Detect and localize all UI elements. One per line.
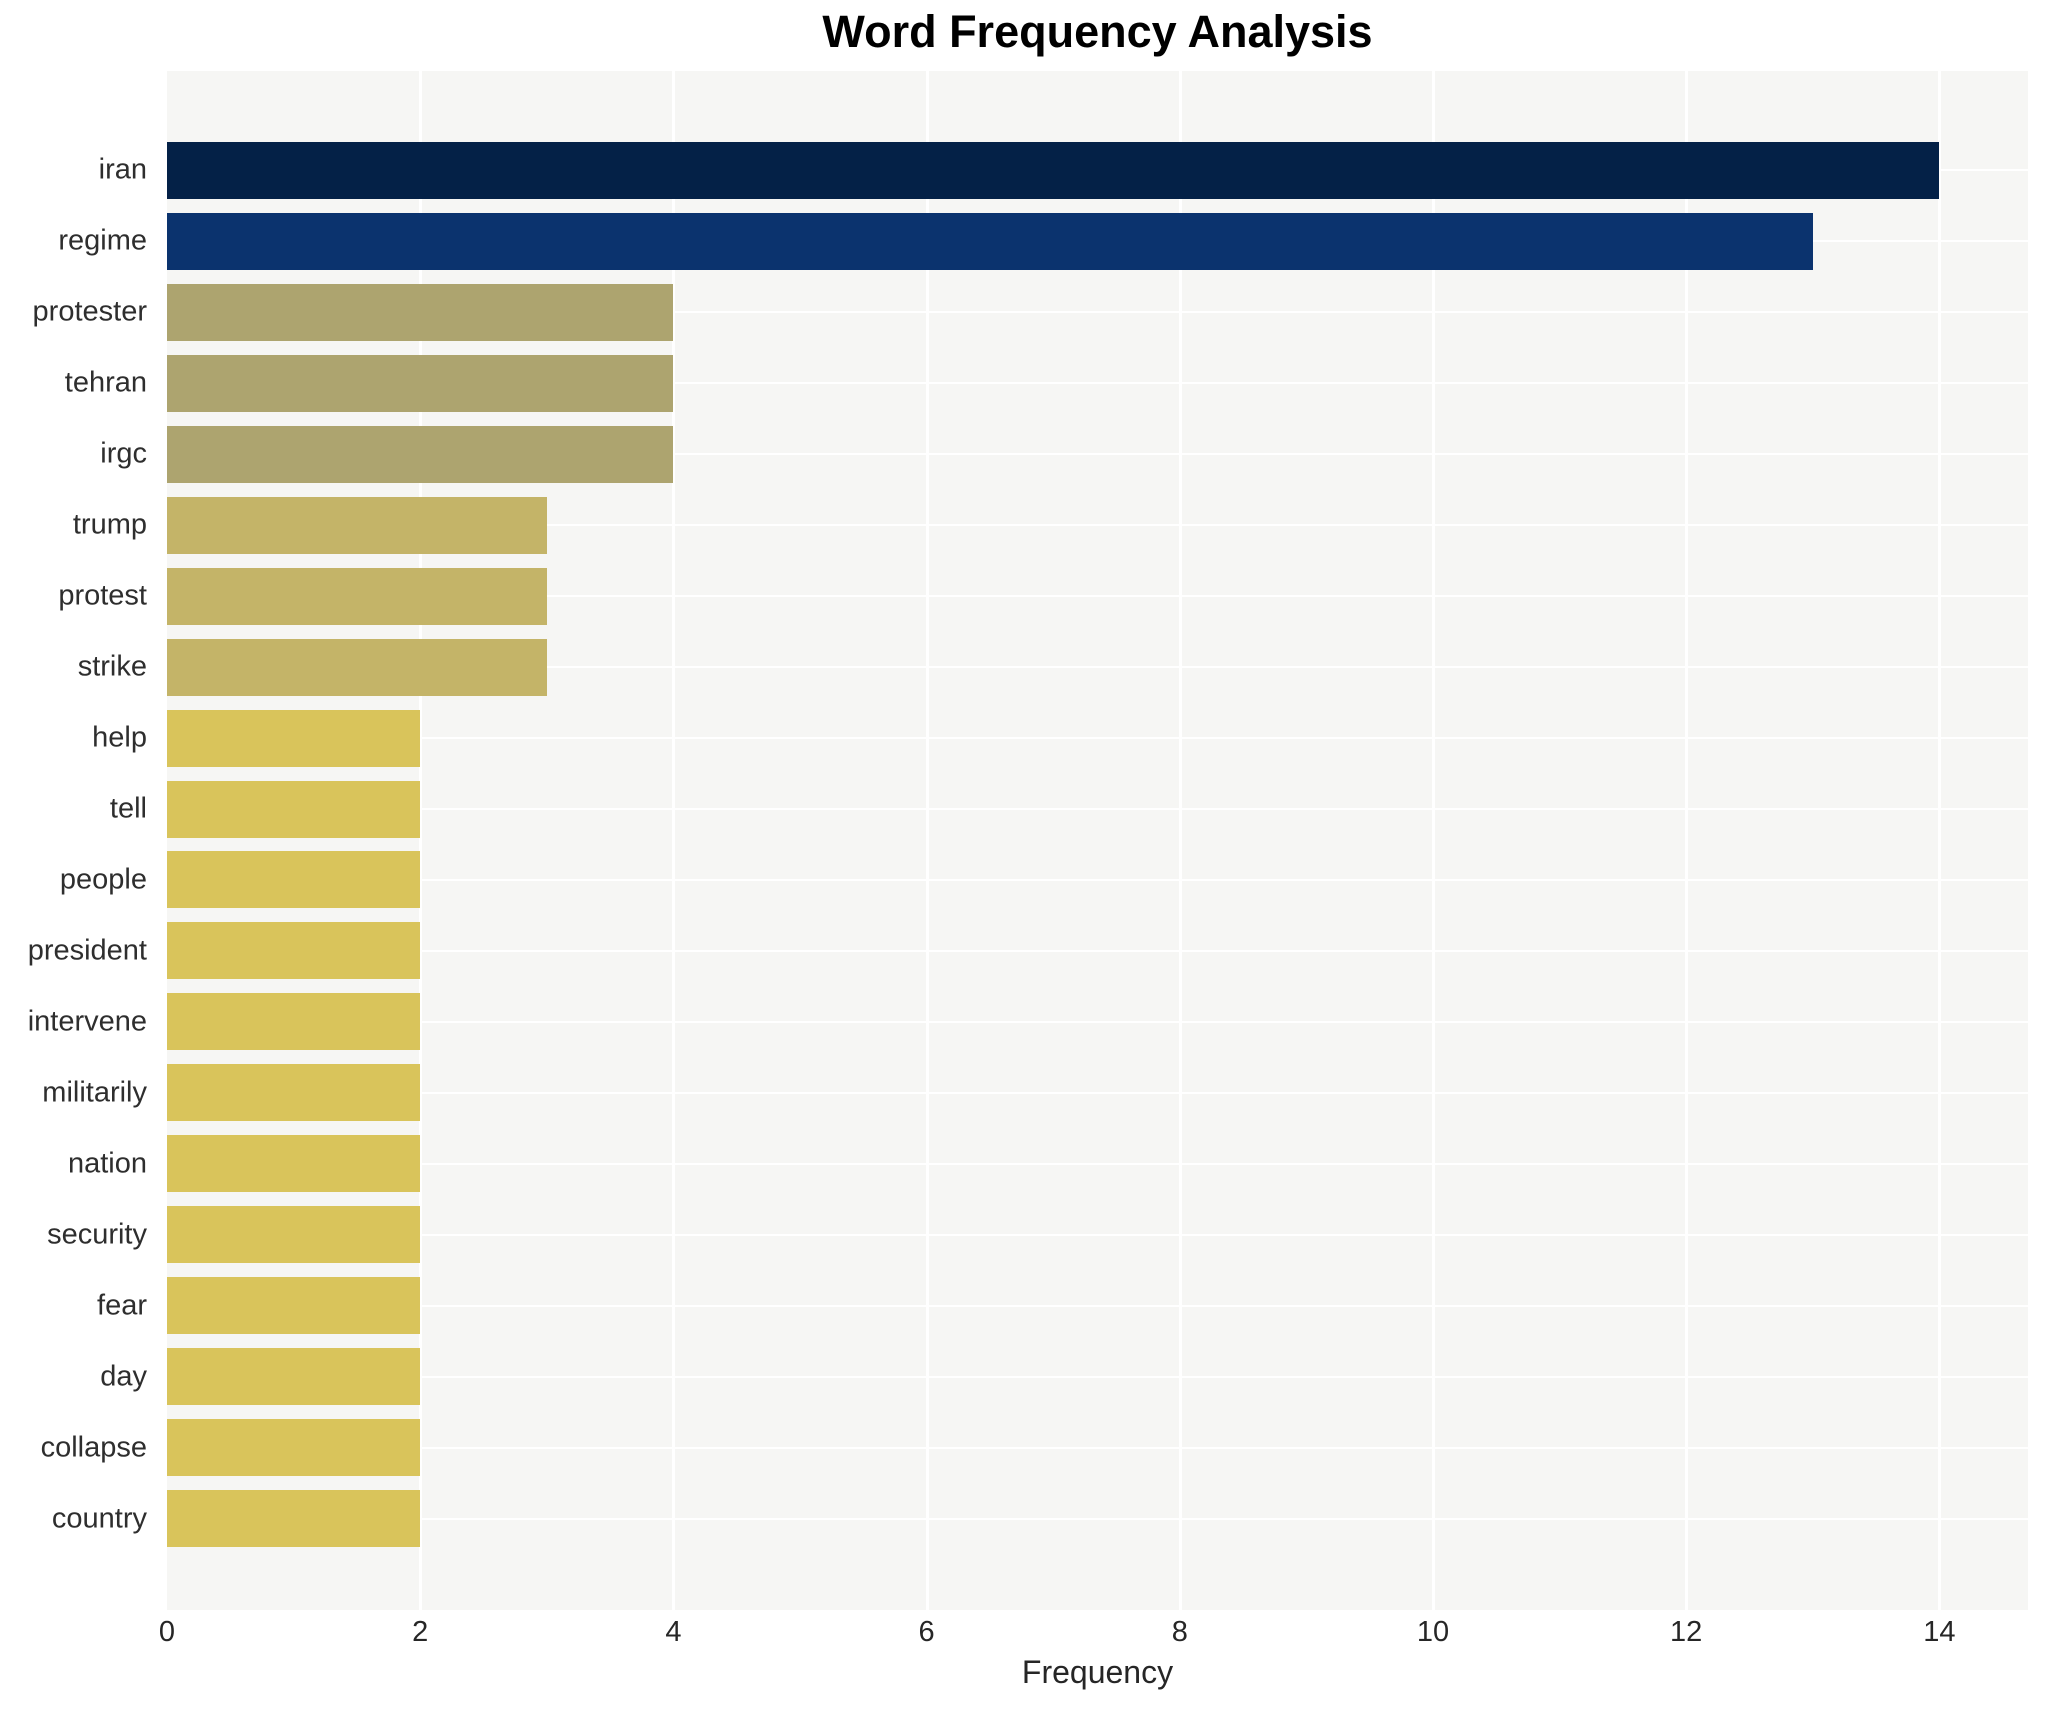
bar-country — [167, 1490, 421, 1548]
h-gridline — [167, 1233, 2028, 1236]
h-gridline — [167, 382, 2028, 385]
y-tick-label: strike — [77, 650, 147, 683]
v-gridline — [1178, 71, 1182, 1610]
plot-area — [167, 71, 2028, 1610]
y-tick-label: fear — [97, 1289, 147, 1322]
x-tick-label: 4 — [665, 1616, 682, 1648]
h-gridline — [167, 1446, 2028, 1449]
y-tick-label: president — [27, 934, 147, 967]
bar-nation — [167, 1135, 421, 1193]
h-gridline — [167, 1304, 2028, 1307]
h-gridline — [167, 311, 2028, 314]
y-tick-label: regime — [58, 224, 147, 257]
x-axis: 0 2 4 6 8 10 12 14 — [159, 1616, 2028, 1656]
bar-president — [167, 922, 421, 980]
y-tick-label: tehran — [64, 366, 147, 399]
y-tick-label: protester — [32, 295, 147, 328]
y-tick-label: trump — [72, 508, 147, 541]
bar-day — [167, 1348, 421, 1406]
y-tick-label: tell — [109, 792, 147, 825]
chart-title: Word Frequency Analysis — [822, 6, 1373, 57]
h-gridline — [167, 1020, 2028, 1023]
bar-protester — [167, 283, 674, 341]
x-tick-label: 0 — [158, 1616, 176, 1648]
bar-regime — [167, 212, 1813, 270]
h-gridline — [167, 1091, 2028, 1094]
x-tick-label: 8 — [1171, 1616, 1188, 1648]
y-tick-label: security — [47, 1218, 147, 1251]
y-axis: iran regime protester tehran irgc trump protes… — [0, 71, 157, 1610]
bar-fear — [167, 1277, 421, 1335]
v-gridline — [1938, 71, 1942, 1610]
y-tick-label: nation — [67, 1147, 147, 1180]
bar-people — [167, 851, 421, 909]
x-tick-label: 10 — [1416, 1616, 1450, 1648]
y-tick-label: country — [51, 1502, 147, 1535]
y-tick-label: help — [92, 721, 147, 754]
bar-collapse — [167, 1419, 421, 1477]
x-axis-title: Frequency — [1021, 1654, 1174, 1690]
h-gridline — [167, 1375, 2028, 1378]
h-gridline — [167, 524, 2028, 527]
h-gridline — [167, 1162, 2028, 1165]
bar-iran — [167, 141, 1940, 199]
bar-irgc — [167, 425, 674, 483]
v-gridline — [925, 71, 929, 1610]
y-tick-label: day — [100, 1360, 147, 1393]
y-tick-label: irgc — [100, 437, 147, 470]
bar-help — [167, 709, 421, 767]
bar-security — [167, 1206, 421, 1264]
y-tick-label: people — [59, 863, 147, 896]
h-gridline — [167, 949, 2028, 952]
v-gridline — [672, 71, 676, 1610]
bar-trump — [167, 496, 547, 554]
bar-intervene — [167, 993, 421, 1051]
y-tick-label: militarily — [42, 1076, 147, 1109]
h-gridline — [167, 1517, 2028, 1520]
h-gridline — [167, 808, 2028, 811]
x-tick-label: 2 — [412, 1616, 429, 1648]
y-tick-label: iran — [98, 153, 147, 186]
h-gridline — [167, 878, 2028, 881]
y-tick-label: collapse — [40, 1431, 147, 1464]
h-gridline — [167, 737, 2028, 740]
x-tick-label: 12 — [1670, 1616, 1703, 1648]
y-tick-label: protest — [58, 579, 147, 612]
bar-protest — [167, 567, 547, 625]
bar-tell — [167, 780, 421, 838]
bar-strike — [167, 638, 547, 696]
v-gridline — [1685, 71, 1689, 1610]
v-gridline — [1431, 71, 1435, 1610]
v-gridline — [419, 71, 423, 1610]
h-gridline — [167, 453, 2028, 456]
h-gridline — [167, 666, 2028, 669]
bar-tehran — [167, 354, 674, 412]
x-tick-label: 6 — [918, 1616, 935, 1648]
y-tick-label: intervene — [27, 1005, 147, 1038]
h-gridline — [167, 595, 2028, 598]
bar-militarily — [167, 1064, 421, 1122]
x-tick-label: 14 — [1923, 1616, 1956, 1648]
